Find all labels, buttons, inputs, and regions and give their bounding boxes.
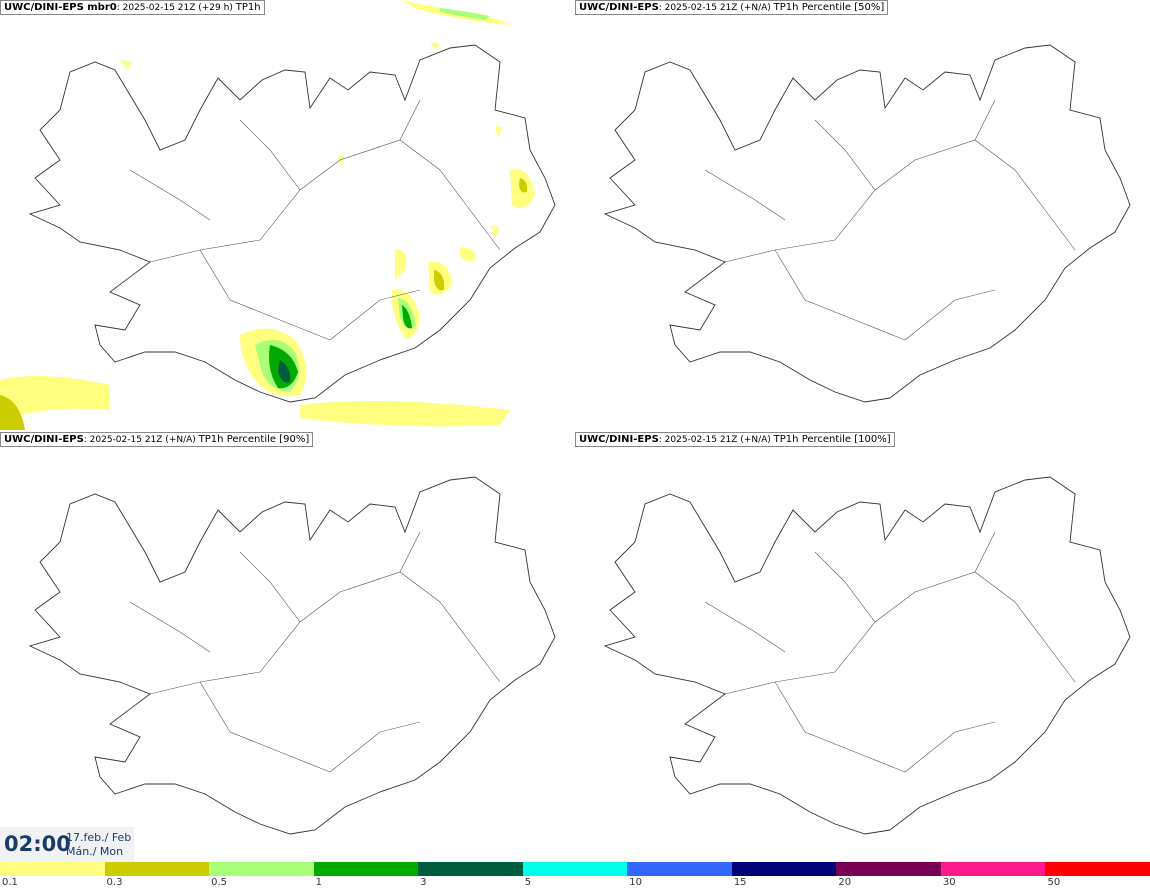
iceland-map [0, 0, 556, 430]
legend-swatch [836, 862, 941, 876]
legend-label: 3 [420, 877, 427, 888]
panel-title: UWC/DINI-EPS: 2025-02-15 21Z (+N/A) TP1h… [575, 0, 889, 15]
legend-label: 0.3 [106, 877, 123, 888]
panel-title: UWC/DINI-EPS mbr0: 2025-02-15 21Z (+29 h… [0, 0, 265, 15]
color-legend [0, 862, 1150, 876]
iceland-map [603, 44, 1131, 403]
coastline [28, 476, 556, 835]
legend-swatch [104, 862, 210, 876]
panel-p90: UWC/DINI-EPS: 2025-02-15 21Z (+N/A) TP1h… [0, 432, 575, 863]
panel-title: UWC/DINI-EPS: 2025-02-15 21Z (+N/A) TP1h… [0, 432, 314, 447]
legend-swatch [940, 862, 1046, 876]
precip-field [0, 0, 535, 430]
legend-label: 10 [629, 877, 642, 888]
legend-label: 0.5 [211, 877, 227, 888]
iceland-map [603, 476, 1131, 835]
legend-swatch [418, 862, 523, 876]
legend-label: 20 [838, 877, 852, 888]
valid-date: 17.feb./ Feb [66, 831, 132, 844]
legend-label: 30 [942, 877, 956, 888]
panel-member0: UWC/DINI-EPS mbr0: 2025-02-15 21Z (+29 h… [0, 0, 575, 431]
roads-boundaries [704, 99, 1076, 341]
roads-boundaries [704, 531, 1076, 773]
legend-label: 15 [733, 877, 747, 888]
coastline [603, 44, 1131, 403]
legend-swatch [1045, 862, 1150, 876]
legend-label: 0.1 [2, 877, 18, 888]
roads-boundaries [129, 531, 501, 773]
legend-swatch [731, 862, 837, 876]
iceland-map [28, 476, 556, 835]
legend-swatch [0, 862, 105, 876]
valid-time-box: 02:00 17.feb./ Feb Mán./ Mon [0, 827, 134, 862]
roads-boundaries [129, 99, 501, 341]
coastline [28, 44, 556, 403]
panel-title: UWC/DINI-EPS: 2025-02-15 21Z (+N/A) TP1h… [575, 432, 895, 447]
legend-label: 1 [315, 877, 322, 888]
panel-p50: UWC/DINI-EPS: 2025-02-15 21Z (+N/A) TP1h… [575, 0, 1150, 431]
coastline [603, 476, 1131, 835]
legend-label: 50 [1047, 877, 1061, 888]
legend-swatch [627, 862, 732, 876]
legend-label: 5 [524, 877, 532, 888]
valid-weekday: Mán./ Mon [66, 845, 124, 858]
valid-time-clock: 02:00 [4, 832, 71, 856]
legend-swatch [313, 862, 419, 876]
legend-swatch [522, 862, 628, 876]
legend-swatch [209, 862, 314, 876]
panel-p100: UWC/DINI-EPS: 2025-02-15 21Z (+N/A) TP1h… [575, 432, 1150, 863]
